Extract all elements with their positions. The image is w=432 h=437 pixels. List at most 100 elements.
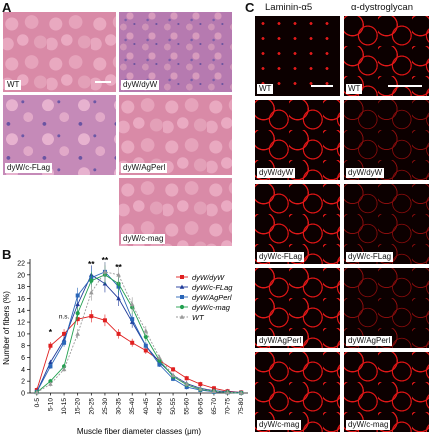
x-tick-label: 45-50 bbox=[156, 398, 163, 415]
data-point bbox=[143, 328, 149, 333]
dystroglycan-tile-cmag: dyW/c-mag bbox=[344, 352, 429, 432]
data-point bbox=[102, 269, 108, 274]
x-tick-label: 70-75 bbox=[225, 398, 232, 415]
panel-c-letter: C bbox=[245, 0, 255, 15]
data-point bbox=[171, 367, 176, 372]
tile-label: dyW/dyW bbox=[121, 80, 160, 90]
series-line bbox=[36, 274, 242, 393]
significance-marker: ** bbox=[88, 259, 95, 269]
x-tick-label: 0-5 bbox=[34, 398, 41, 408]
laminin-tile-cmag: dyW/c-mag bbox=[255, 352, 340, 432]
y-tick-label: 2 bbox=[21, 379, 25, 386]
data-point bbox=[61, 364, 67, 369]
scale-bar bbox=[388, 85, 422, 87]
x-tick-label: 35-40 bbox=[129, 398, 136, 415]
data-point bbox=[143, 334, 148, 339]
legend-marker bbox=[179, 304, 185, 310]
data-point bbox=[61, 366, 67, 372]
tile-label: dyW/AgPerl bbox=[346, 336, 393, 346]
data-point bbox=[89, 314, 94, 319]
data-point bbox=[211, 388, 217, 394]
tile-label: dyW/c-FLag bbox=[257, 252, 305, 262]
legend-marker bbox=[179, 314, 185, 319]
y-axis-label: Number of fibers (%) bbox=[2, 291, 11, 365]
data-point bbox=[48, 364, 53, 369]
tile-label: dyW/AgPerl bbox=[257, 336, 304, 346]
data-point bbox=[130, 340, 135, 345]
significance-marker: ** bbox=[115, 262, 122, 272]
column-header-dystroglycan: α-dystroglycan bbox=[351, 2, 413, 13]
x-tick-label: 15-20 bbox=[75, 398, 82, 415]
laminin-tile-agperl: dyW/AgPerl bbox=[255, 268, 340, 348]
data-point bbox=[75, 301, 80, 307]
data-point bbox=[34, 390, 40, 395]
scale-bar bbox=[95, 81, 111, 83]
tile-label: dyW/c-mag bbox=[346, 420, 391, 430]
laminin-tile-dyw: dyW/dyW bbox=[255, 100, 340, 180]
dystroglycan-tile-wt: WT bbox=[344, 16, 429, 96]
data-point bbox=[89, 290, 94, 295]
data-point bbox=[157, 362, 162, 367]
data-point bbox=[48, 359, 53, 365]
data-point bbox=[62, 331, 67, 336]
dystroglycan-tile-agperl: dyW/AgPerl bbox=[344, 268, 429, 348]
y-tick-label: 10 bbox=[17, 331, 25, 338]
tile-label: dyW/c-FLag bbox=[346, 252, 394, 262]
legend-label: dyW/AgPerl bbox=[192, 293, 232, 302]
data-point bbox=[184, 381, 189, 386]
data-point bbox=[48, 379, 53, 384]
y-tick-label: 14 bbox=[17, 308, 25, 315]
legend-label: dyW/c-mag bbox=[192, 303, 231, 312]
data-point bbox=[116, 272, 121, 277]
x-tick-label: 20-25 bbox=[88, 398, 95, 415]
data-point bbox=[238, 390, 244, 395]
tile-label: dyW/c-mag bbox=[257, 420, 302, 430]
x-tick-label: 40-45 bbox=[143, 398, 150, 415]
dystroglycan-tile-cflag: dyW/c-FLag bbox=[344, 184, 429, 264]
laminin-tile-wt: WT bbox=[255, 16, 340, 96]
data-point bbox=[198, 386, 203, 391]
data-point bbox=[157, 355, 162, 360]
data-point bbox=[157, 358, 162, 363]
column-header-laminin: Laminin-α5 bbox=[265, 2, 313, 13]
data-point bbox=[62, 340, 67, 345]
he-tile-cflag: dyW/c-FLag bbox=[3, 95, 116, 175]
data-point bbox=[75, 311, 80, 316]
x-tick-label: 25-30 bbox=[102, 398, 109, 415]
series-line bbox=[36, 271, 242, 394]
panel-a-letter: A bbox=[2, 0, 12, 15]
x-tick-label: 65-70 bbox=[211, 398, 218, 415]
legend-marker bbox=[179, 284, 185, 289]
data-point bbox=[48, 343, 53, 348]
he-tile-wt: WT bbox=[3, 12, 116, 92]
legend-label: dyW/dyW bbox=[192, 273, 225, 282]
tile-label: dyW/c-FLag bbox=[5, 163, 53, 173]
x-tick-label: 10-15 bbox=[61, 398, 68, 415]
data-point bbox=[75, 331, 80, 336]
data-point bbox=[130, 317, 135, 322]
data-point bbox=[184, 376, 189, 381]
fiber-diameter-chart: 0 2 4 6 8 10 12 14 16 18 20 22 0-5 5-10 10-15 15-20 20-2… bbox=[2, 255, 248, 436]
series-line bbox=[36, 271, 242, 394]
he-tile-cmag: dyW/c-mag bbox=[119, 178, 232, 246]
x-tick-label: 5-10 bbox=[47, 398, 54, 411]
data-point bbox=[129, 301, 135, 307]
data-point bbox=[48, 381, 53, 386]
data-point bbox=[198, 382, 203, 387]
dystroglycan-tile-dyw: dyW/dyW bbox=[344, 100, 429, 180]
data-point bbox=[143, 348, 148, 353]
panel-b-letter: B bbox=[2, 247, 12, 262]
laminin-tile-cflag: dyW/c-FLag bbox=[255, 184, 340, 264]
y-tick-label: 18 bbox=[17, 284, 25, 291]
x-tick-label: 75-80 bbox=[238, 398, 245, 415]
significance-marker: * bbox=[49, 327, 53, 337]
x-tick-label: 55-60 bbox=[184, 398, 191, 415]
data-point bbox=[75, 293, 80, 298]
data-point bbox=[225, 390, 230, 395]
x-tick-label: 50-55 bbox=[170, 398, 177, 415]
tile-label: dyW/AgPerl bbox=[121, 163, 168, 173]
data-point bbox=[143, 343, 148, 348]
tile-label: WT bbox=[5, 80, 22, 90]
legend-marker bbox=[180, 295, 184, 299]
data-point bbox=[89, 278, 94, 283]
